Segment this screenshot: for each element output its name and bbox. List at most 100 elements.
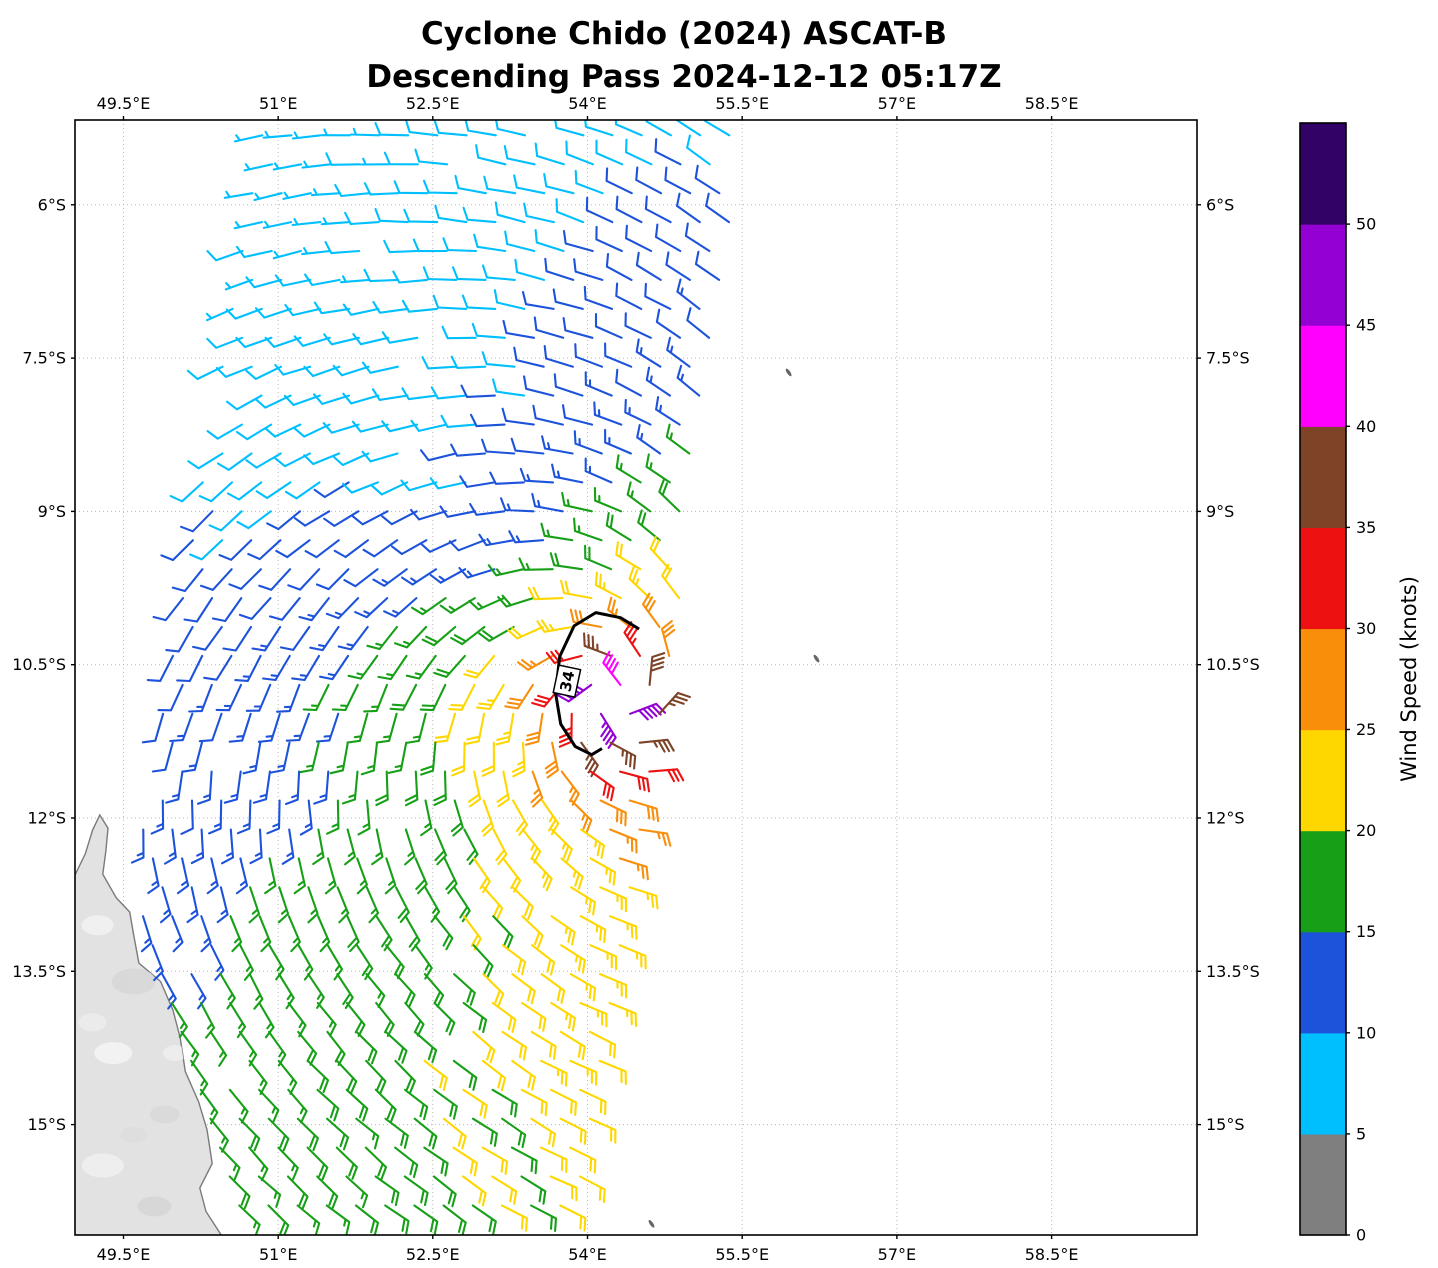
wind-barb (422, 266, 458, 281)
wind-barb (352, 333, 390, 346)
wind-barb (460, 384, 496, 398)
wind-barb (589, 770, 615, 802)
wind-barb (346, 915, 360, 953)
wind-barb (309, 625, 340, 652)
wind-barb (209, 1117, 229, 1153)
wind-barb (404, 828, 416, 866)
x-tick-label-top: 58.5°E (1025, 94, 1079, 113)
y-tick-label-left: 9°S (38, 502, 66, 521)
wind-barb (258, 1001, 275, 1039)
wind-barb (248, 973, 264, 1010)
wind-barb (146, 654, 175, 682)
wind-barb (326, 1030, 346, 1067)
wind-barb (283, 394, 321, 407)
wind-barb (433, 654, 466, 678)
wind-barb (325, 799, 340, 835)
colorbar-segment (1300, 931, 1346, 1034)
wind-barb (277, 973, 295, 1010)
wind-barb (254, 307, 292, 319)
wind-barb (334, 183, 371, 198)
wind-barb (228, 1175, 251, 1210)
terrain-patch (163, 1045, 187, 1062)
wind-barb (541, 799, 560, 836)
wind-barb (198, 712, 223, 743)
wind-barb (491, 1088, 518, 1118)
y-tick-label-left: 7.5°S (22, 349, 66, 368)
colorbar-segment (1300, 325, 1346, 427)
wind-barb (432, 294, 468, 310)
wind-barb (518, 557, 554, 571)
island (785, 368, 792, 377)
wind-barb (219, 973, 236, 1010)
wind-barb (404, 770, 419, 807)
wind-barb (451, 741, 466, 777)
colorbar: 0 5 10 15 20 25 30 35 40 45 50 Wind Speed (knots) (1299, 122, 1421, 1245)
wind-barb (304, 539, 340, 559)
wind-barb (521, 1001, 547, 1032)
wind-barb (188, 683, 213, 713)
terrain-patch (81, 1153, 124, 1178)
wind-barb (463, 654, 496, 679)
wind-barb (628, 886, 659, 910)
wind-barb (355, 944, 374, 981)
wind-barb (266, 510, 302, 531)
wind-barb (275, 539, 311, 559)
wind-barb (171, 915, 184, 953)
wind-barb (291, 218, 322, 227)
gridlines (75, 120, 1197, 1235)
x-tick-label-bottom: 55.5°E (715, 1245, 769, 1264)
wind-barb (320, 128, 351, 137)
wind-barb (157, 683, 184, 712)
x-tick-label-bottom: 52.5°E (406, 1245, 460, 1264)
wind-barb (521, 290, 555, 310)
colorbar-segment (1300, 123, 1346, 225)
wind-barb (442, 1117, 467, 1150)
wind-barb (383, 151, 419, 166)
wind-barb (430, 386, 467, 400)
wind-barb (654, 223, 682, 253)
wind-barb (469, 502, 506, 516)
wind-barb (351, 510, 389, 526)
wind-barb (615, 195, 643, 224)
wind-barb (492, 378, 526, 397)
x-tick-label-top: 52.5°E (406, 94, 460, 113)
wind-barb (605, 253, 633, 281)
wind-barb (332, 452, 370, 467)
wind-barb (475, 144, 507, 166)
wind-barb (249, 828, 263, 865)
wind-barb (530, 770, 544, 808)
wind-barb (619, 770, 651, 793)
wind-barb (635, 338, 662, 368)
wind-barb (228, 568, 262, 590)
wind-barb (583, 632, 612, 657)
wind-barb (238, 1030, 258, 1067)
wind-barb (570, 799, 593, 833)
wind-barb (355, 1117, 380, 1150)
colorbar-tick-label: 45 (1356, 316, 1376, 335)
wind-barb (609, 741, 637, 770)
wind-barb (223, 770, 242, 804)
wind-barb (527, 586, 564, 601)
wind-barb (287, 915, 301, 953)
wind-barb (541, 435, 574, 455)
wind-barb (409, 508, 447, 521)
wind-barb (675, 120, 702, 137)
wind-barb (234, 654, 262, 682)
wind-barb (272, 249, 302, 260)
wind-barb (530, 1030, 557, 1060)
wind-barb (345, 1088, 369, 1122)
wind-barb (530, 944, 556, 976)
wind-barb (151, 944, 164, 982)
y-tick-label-left: 6°S (38, 195, 66, 214)
wind-barb (655, 308, 682, 339)
y-tick-label-left: 13.5°S (12, 962, 66, 981)
wind-barb (654, 138, 682, 166)
wind-barb (187, 452, 224, 470)
wind-barb (169, 481, 204, 503)
wind-barb (372, 568, 408, 587)
wind-barb (255, 481, 292, 500)
wind-barb (472, 857, 491, 894)
wind-barb (645, 120, 672, 137)
wind-barb (589, 857, 617, 886)
wind-barb (392, 270, 429, 284)
